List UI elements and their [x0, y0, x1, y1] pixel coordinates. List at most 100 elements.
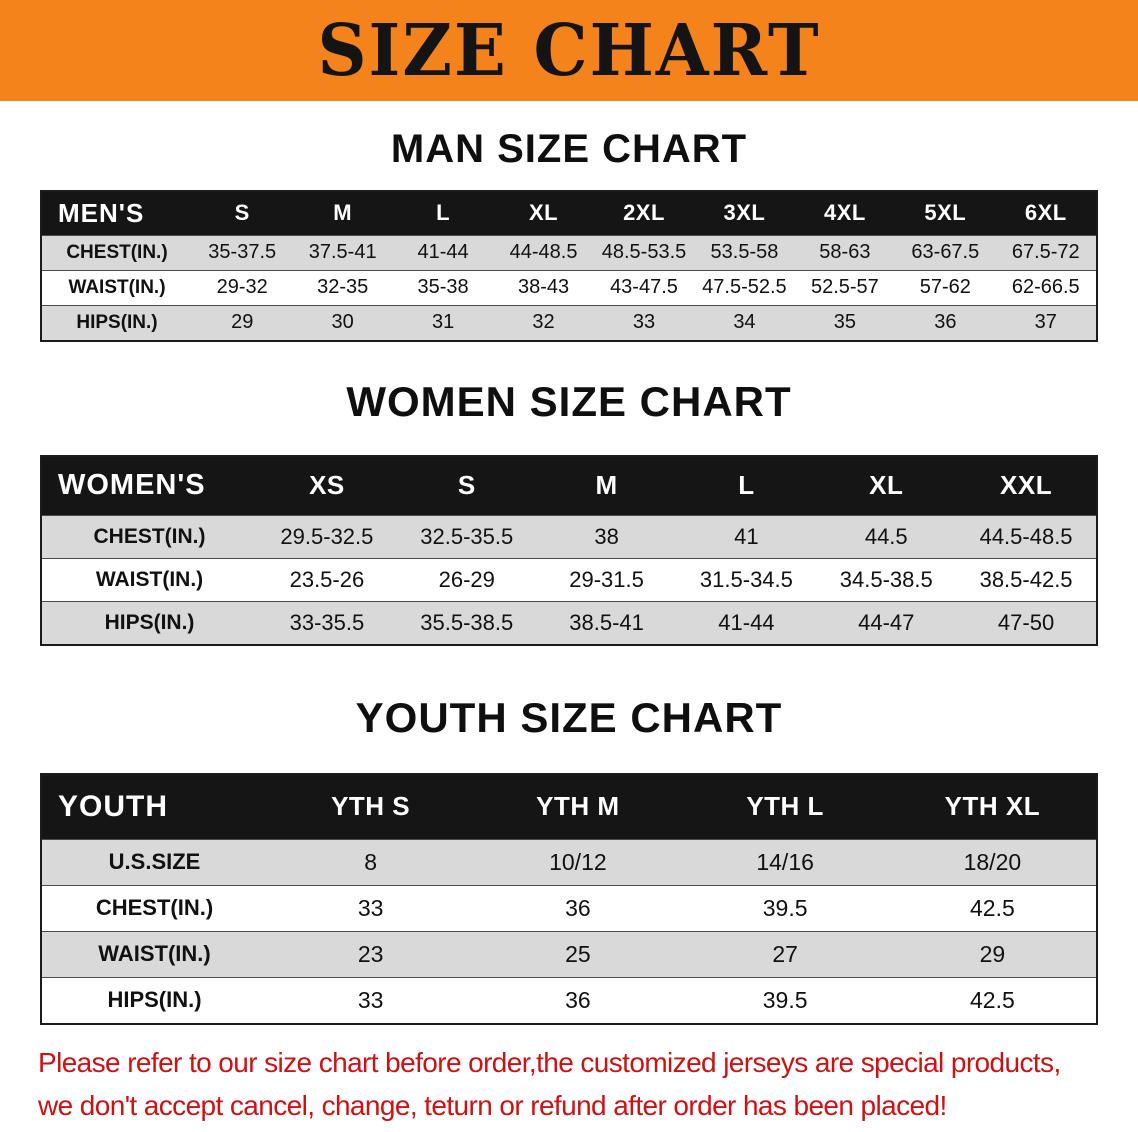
size-value: 35-37.5: [192, 234, 293, 270]
table-corner-label: MEN'S: [42, 191, 192, 235]
size-value: 14/16: [681, 838, 889, 885]
size-value: 32: [493, 304, 594, 340]
size-column-header: YTH M: [474, 774, 682, 839]
row-label: HIPS(IN.): [42, 976, 267, 1023]
size-column-header: YTH L: [681, 774, 889, 839]
size-value: 43-47.5: [593, 269, 695, 305]
size-value: 38-43: [493, 269, 594, 305]
size-value: 30: [292, 304, 393, 340]
page-title: SIZE CHART: [317, 8, 821, 93]
size-value: 38.5-41: [536, 600, 677, 644]
size-column-header: 6XL: [995, 191, 1096, 235]
size-value: 33: [267, 884, 475, 931]
size-column-header: XL: [493, 191, 594, 235]
row-label: WAIST(IN.): [42, 557, 257, 601]
row-label: CHEST(IN.): [42, 884, 267, 931]
size-value: 36: [895, 304, 996, 340]
size-value: 39.5: [681, 884, 889, 931]
size-value: 57-62: [895, 269, 996, 305]
size-value: 53.5-58: [694, 234, 795, 270]
size-value: 33: [267, 976, 475, 1023]
row-label: WAIST(IN.): [42, 269, 192, 305]
size-value: 38.5-42.5: [956, 557, 1096, 601]
size-value: 29-31.5: [536, 557, 677, 601]
disclaimer-line-1: Please refer to our size chart before or…: [38, 1046, 1061, 1078]
size-column-header: S: [396, 456, 537, 515]
size-value: 67.5-72: [995, 234, 1096, 270]
disclaimer: Please refer to our size chart before or…: [38, 1047, 1138, 1122]
size-value: 23.5-26: [257, 557, 397, 601]
size-value: 34: [694, 304, 795, 340]
row-label: WAIST(IN.): [42, 930, 267, 977]
size-value: 35-38: [392, 269, 494, 305]
size-value: 39.5: [681, 976, 889, 1023]
size-value: 35.5-38.5: [396, 600, 537, 644]
size-value: 44.5-48.5: [956, 514, 1096, 558]
size-value: 62-66.5: [995, 269, 1096, 305]
size-value: 35: [794, 304, 896, 340]
size-value: 44-47: [816, 600, 957, 644]
size-value: 33: [593, 304, 695, 340]
size-value: 29-32: [192, 269, 293, 305]
row-label: U.S.SIZE: [42, 838, 267, 885]
size-value: 32-35: [292, 269, 393, 305]
size-column-header: 3XL: [694, 191, 795, 235]
size-value: 44.5: [816, 514, 957, 558]
size-value: 36: [474, 976, 682, 1023]
size-value: 52.5-57: [794, 269, 896, 305]
size-value: 27: [681, 930, 889, 977]
size-column-header: S: [192, 191, 293, 235]
size-value: 47.5-52.5: [694, 269, 795, 305]
women-size-chart-section: WOMEN SIZE CHART WOMEN'S XS S M L XL XXL CHEST(…: [0, 378, 1138, 646]
youth-chart-heading: YOUTH SIZE CHART: [355, 693, 783, 741]
table-corner-label: WOMEN'S: [42, 456, 257, 515]
size-column-header: YTH S: [267, 774, 475, 839]
size-value: 31: [392, 304, 494, 340]
size-value: 36: [474, 884, 682, 931]
row-label: HIPS(IN.): [42, 600, 257, 644]
size-value: 41: [676, 514, 817, 558]
size-column-header: YTH XL: [888, 774, 1096, 839]
size-value: 31.5-34.5: [676, 557, 817, 601]
size-value: 34.5-38.5: [816, 557, 957, 601]
disclaimer-line-2: we don't accept cancel, change, teturn o…: [38, 1089, 947, 1121]
size-column-header: XXL: [956, 456, 1096, 515]
size-value: 26-29: [396, 557, 537, 601]
size-value: 37: [995, 304, 1096, 340]
table-corner-label: YOUTH: [42, 774, 267, 839]
size-value: 29: [192, 304, 293, 340]
size-column-header: L: [392, 191, 494, 235]
size-value: 63-67.5: [895, 234, 996, 270]
size-value: 25: [474, 930, 682, 977]
size-value: 41-44: [392, 234, 494, 270]
size-value: 42.5: [888, 884, 1096, 931]
men-size-table: MEN'S S M L XL 2XL 3XL 4XL 5XL 6XL CHEST(IN.) 35-37…: [40, 189, 1098, 342]
size-value: 48.5-53.5: [593, 234, 695, 270]
size-column-header: 2XL: [593, 191, 695, 235]
row-label: HIPS(IN.): [42, 304, 192, 340]
size-value: 29: [888, 930, 1096, 977]
size-value: 41-44: [676, 600, 817, 644]
size-column-header: XL: [816, 456, 957, 515]
size-value: 58-63: [794, 234, 896, 270]
row-label: CHEST(IN.): [42, 514, 257, 558]
size-value: 42.5: [888, 976, 1096, 1023]
size-column-header: 4XL: [794, 191, 896, 235]
men-chart-heading: MAN SIZE CHART: [390, 127, 748, 171]
content: MAN SIZE CHART MEN'S S M L XL 2XL 3XL 4XL 5XL 6XL…: [0, 127, 1138, 1025]
women-chart-heading: WOMEN SIZE CHART: [346, 377, 792, 425]
size-value: 37.5-41: [292, 234, 393, 270]
size-column-header: XS: [257, 456, 397, 515]
size-value: 23: [267, 930, 475, 977]
size-column-header: M: [292, 191, 393, 235]
women-size-table: WOMEN'S XS S M L XL XXL CHEST(IN.) 29.5-32.5 32.5…: [40, 454, 1098, 646]
men-size-chart-section: MAN SIZE CHART MEN'S S M L XL 2XL 3XL 4XL 5XL 6XL…: [0, 127, 1138, 342]
youth-size-table: YOUTH YTH S YTH M YTH L YTH XL U.S.SIZE 8 10/12…: [40, 772, 1098, 1025]
size-column-header: L: [676, 456, 817, 515]
size-value: 38: [536, 514, 677, 558]
size-value: 33-35.5: [257, 600, 397, 644]
row-label: CHEST(IN.): [42, 234, 192, 270]
size-column-header: M: [536, 456, 677, 515]
banner: SIZE CHART: [0, 0, 1138, 101]
